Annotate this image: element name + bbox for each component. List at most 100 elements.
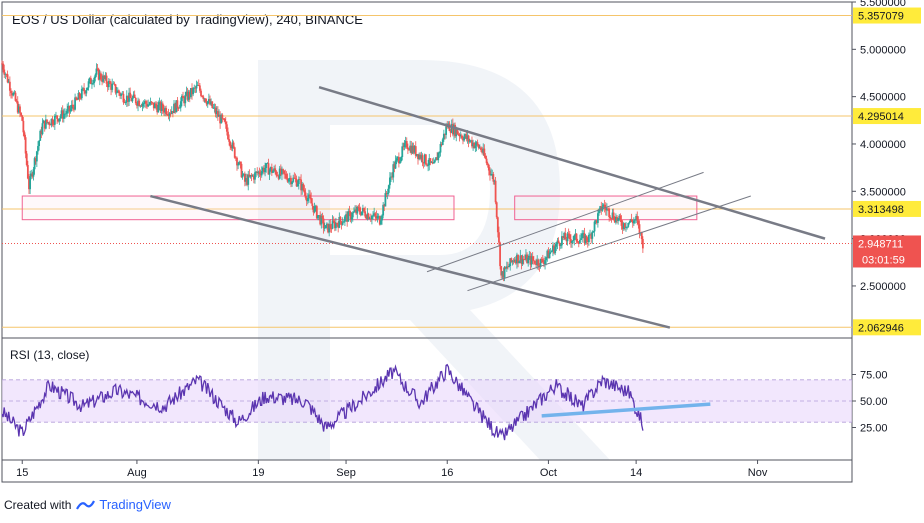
- candle-body-124: [140, 105, 143, 107]
- candle-body-113: [128, 92, 130, 102]
- candle-body-128: [145, 101, 147, 104]
- candle-body-116: [131, 97, 134, 102]
- candle-body-226: [255, 171, 258, 173]
- candle-body-451: [508, 265, 510, 268]
- candle-body-121: [137, 100, 139, 106]
- candle-body-178: [201, 95, 204, 97]
- candle-body-46: [52, 124, 55, 125]
- candle-body-484: [545, 257, 548, 261]
- candle-body-39: [44, 119, 47, 129]
- candle-body-24: [28, 178, 30, 190]
- candle-body-127: [143, 101, 146, 104]
- candle-body-427: [481, 150, 483, 153]
- candle-body-112: [127, 95, 129, 102]
- candle-body-412: [464, 134, 467, 137]
- candle-body-282: [318, 215, 320, 216]
- candle-body-242: [273, 168, 275, 172]
- candle-body-4: [5, 73, 8, 75]
- candle-body-2: [3, 69, 6, 75]
- candle-body-303: [341, 222, 344, 225]
- candle-body-182: [205, 101, 208, 105]
- candle-body-386: [435, 157, 437, 161]
- candle-body-472: [531, 256, 534, 261]
- candle-body-391: [440, 143, 443, 145]
- candle-body-382: [430, 162, 433, 163]
- candle-body-219: [247, 174, 250, 185]
- candle-body-428: [482, 148, 485, 153]
- candle-body-111: [125, 95, 128, 103]
- candle-body-148: [167, 114, 170, 116]
- candle-body-468: [527, 257, 530, 264]
- candle-body-59: [67, 105, 70, 109]
- candle-body-440: [495, 202, 498, 218]
- candle-body-360: [405, 141, 408, 148]
- candle-body-44: [50, 118, 53, 126]
- candle-body-420: [473, 142, 476, 149]
- rsi-trendline: [541, 402, 711, 418]
- candle-body-236: [266, 163, 269, 164]
- candle-body-256: [288, 177, 291, 180]
- candle-body-551: [620, 219, 623, 226]
- candle-body-206: [232, 142, 235, 148]
- x-tick-label-2: 19: [252, 467, 264, 479]
- candle-body-261: [294, 178, 297, 180]
- candle-body-495: [557, 240, 560, 243]
- candle-body-13: [15, 100, 18, 102]
- price-tick-label-0: 5.500000: [860, 0, 906, 9]
- candle-body-237: [267, 163, 270, 175]
- candle-body-258: [291, 181, 293, 185]
- candle-body-5: [6, 74, 9, 83]
- candle-body-292: [329, 224, 332, 229]
- candle-body-238: [268, 169, 271, 175]
- candle-body-413: [465, 134, 468, 140]
- candle-body-304: [342, 221, 345, 223]
- candle-body-371: [418, 154, 421, 160]
- candle-body-204: [230, 146, 233, 149]
- candle-body-366: [412, 145, 415, 153]
- candle-body-183: [206, 101, 209, 105]
- candle-body-17: [20, 112, 23, 116]
- x-tick-label-0: 15: [16, 467, 28, 479]
- candle-body-118: [133, 94, 136, 98]
- candle-body-395: [445, 126, 448, 135]
- candle-body-160: [180, 95, 183, 102]
- rsi-line: [1, 363, 644, 441]
- candle-body-271: [305, 197, 308, 202]
- candle-body-138: [156, 106, 159, 113]
- candle-body-566: [637, 220, 640, 225]
- candle-body-15: [17, 106, 20, 113]
- candle-body-509: [573, 235, 576, 241]
- candle-body-34: [39, 130, 42, 141]
- candle-body-399: [449, 131, 452, 133]
- candle-body-93: [105, 75, 108, 84]
- candle-body-482: [543, 262, 545, 264]
- candle-body-364: [410, 145, 413, 154]
- candle-body-180: [203, 98, 206, 100]
- candle-body-67: [76, 99, 79, 101]
- candle-body-143: [161, 103, 164, 110]
- candle-body-281: [317, 215, 319, 219]
- candle-body-80: [91, 83, 93, 85]
- candle-body-554: [623, 223, 626, 228]
- candle-body-363: [409, 145, 412, 151]
- candle-body-416: [468, 140, 471, 142]
- candle-body-247: [278, 168, 281, 179]
- candle-body-367: [413, 146, 416, 153]
- candle-body-65: [74, 97, 76, 110]
- candle-body-7: [8, 81, 11, 91]
- candle-body-120: [136, 103, 138, 106]
- candle-body-530: [596, 213, 599, 223]
- candle-body-32: [37, 146, 39, 152]
- candle-body-496: [558, 242, 561, 246]
- footer-brand[interactable]: TradingView: [99, 497, 171, 512]
- candle-body-114: [129, 92, 132, 98]
- candle-body-355: [400, 157, 403, 162]
- candle-body-498: [561, 236, 563, 246]
- candle-body-248: [279, 168, 282, 175]
- candle-body-245: [276, 175, 279, 177]
- candle-body-414: [466, 135, 469, 140]
- candle-body-318: [358, 207, 361, 212]
- candle-body-157: [177, 108, 180, 109]
- level-label-3: 2.062946: [858, 322, 904, 334]
